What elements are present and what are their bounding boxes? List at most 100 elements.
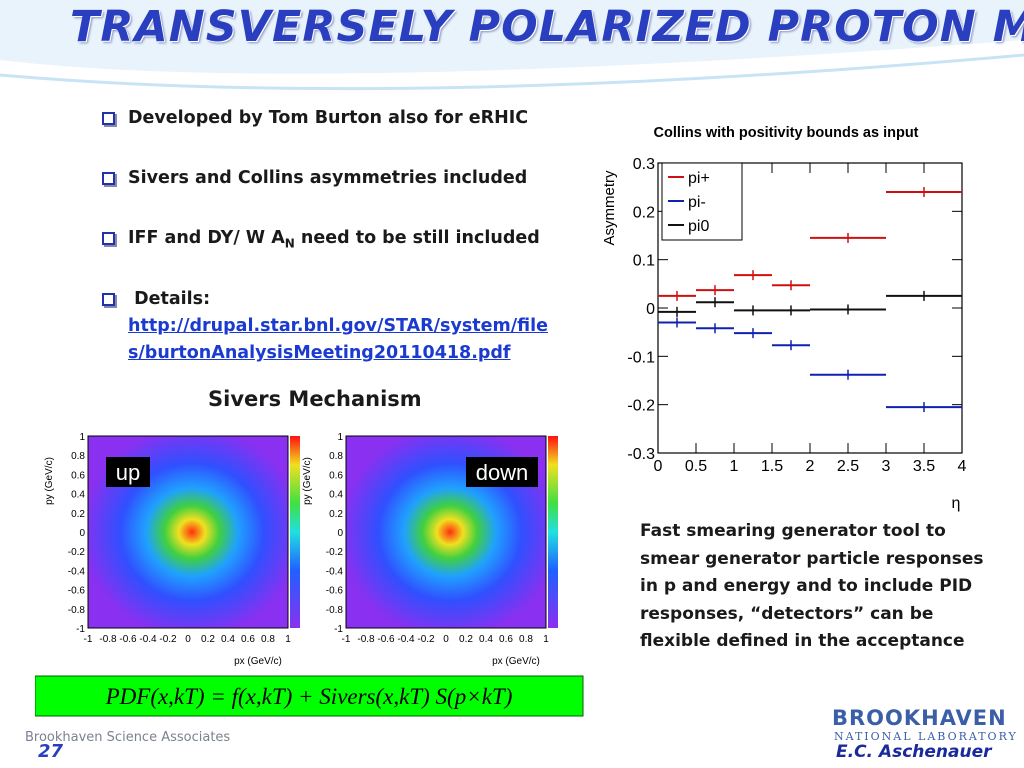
page-number: 27: [38, 741, 64, 762]
x-tick-label: -0.8: [99, 634, 117, 645]
y-tick-label: 0.6: [329, 470, 343, 481]
x-axis-label: η: [952, 495, 961, 512]
x-tick-label: -0.2: [417, 634, 435, 645]
logo-subtext: NATIONAL LABORATORY: [834, 730, 1018, 743]
x-tick-label: 2: [806, 458, 815, 475]
chart: Collins with positivity bounds as input …: [596, 125, 976, 515]
logo-text: BROOKHAVEN: [832, 706, 1007, 730]
bullet-text: IFF and DY/ W A: [128, 228, 285, 248]
color-bar: [548, 436, 558, 628]
y-tick-label: 0.2: [633, 204, 655, 221]
header-swoosh: [0, 0, 1024, 91]
bullet-text: Details:: [134, 289, 211, 309]
panel-label-box: [466, 457, 538, 487]
x-tick-label: -0.8: [357, 634, 375, 645]
y-tick-label: 0.6: [71, 470, 85, 481]
y-tick-label: -0.3: [627, 446, 655, 463]
y-tick-label: 0.4: [71, 490, 85, 501]
y-tick-label: -0.6: [68, 586, 86, 597]
panel-label: up: [116, 460, 140, 485]
bullet-text: Developed by Tom Burton also for eRHIC: [128, 108, 529, 128]
y-tick-label: -0.8: [68, 605, 86, 616]
x-tick-label: 0.8: [261, 634, 275, 645]
x-tick-label: -0.6: [119, 634, 137, 645]
figure-title: Sivers Mechanism: [208, 387, 422, 411]
y-tick-label: -0.2: [627, 398, 655, 415]
x-tick-label: 0.4: [479, 634, 493, 645]
slide-title: TRANSVERSELY POLARIZED PROTON MC: [70, 2, 1024, 52]
formula: PDF(x,kT) = f(x,kT) + Sivers(x,kT) S(p×k…: [105, 684, 513, 709]
x-tick-label: -1: [84, 634, 93, 645]
x-tick-label: 0.4: [221, 634, 235, 645]
bullet: Sivers and Collins asymmetries included: [100, 165, 568, 192]
x-tick-label: 2.5: [837, 458, 859, 475]
x-tick-label: 0.6: [499, 634, 513, 645]
x-tick-label: 0.2: [201, 634, 215, 645]
y-tick-label: -0.2: [68, 547, 86, 558]
bullet: Developed by Tom Burton also for eRHIC: [100, 105, 568, 132]
x-tick-label: -0.4: [397, 634, 415, 645]
x-axis-label: px (GeV/c): [234, 656, 282, 667]
legend-label: pi0: [688, 218, 709, 235]
x-tick-label: 0: [443, 634, 449, 645]
y-tick-label: 0.4: [329, 490, 343, 501]
y-tick-label: -0.8: [326, 605, 344, 616]
bullet-text: Sivers and Collins asymmetries included: [128, 168, 528, 188]
sivers-figure: PDF(x,kT) = f(x,kT) + Sivers(x,kT) S(p×k…: [35, 424, 585, 717]
y-tick-label: -0.1: [627, 349, 655, 366]
y-tick-label: 0.8: [329, 451, 343, 462]
x-axis-label: px (GeV/c): [492, 656, 540, 667]
x-tick-label: 1: [285, 634, 291, 645]
panel-label-box: [106, 457, 150, 487]
bullet: IFF and DY/ W AN need to be still includ…: [100, 225, 568, 258]
x-tick-label: -0.2: [159, 634, 177, 645]
panel-label: down: [476, 460, 529, 485]
y-tick-label: 0: [646, 301, 655, 318]
y-tick-label: -0.2: [326, 547, 344, 558]
y-tick-label: 1: [337, 432, 343, 443]
formula-box: [35, 675, 584, 717]
y-tick-label: -0.6: [326, 586, 344, 597]
y-axis-label: py (GeV/c): [44, 457, 55, 505]
y-tick-label: -0.4: [326, 566, 344, 577]
y-tick-label: 0.3: [633, 156, 655, 173]
y-tick-label: 0.8: [71, 451, 85, 462]
x-tick-label: 0: [185, 634, 191, 645]
x-tick-label: 0.6: [241, 634, 255, 645]
chart-title: Collins with positivity bounds as input: [653, 125, 918, 141]
y-tick-label: -1: [334, 624, 343, 635]
bullet: Details: http://drupal.star.bnl.gov/STAR/…: [100, 286, 548, 367]
y-axis-label: Asymmetry: [601, 170, 618, 246]
x-tick-label: 0: [654, 458, 663, 475]
x-tick-label: -0.6: [377, 634, 395, 645]
organization: Brookhaven Science Associates: [25, 730, 231, 745]
x-tick-label: 3: [882, 458, 891, 475]
x-tick-label: 0.8: [519, 634, 533, 645]
legend-label: pi+: [688, 170, 710, 187]
subscript: N: [284, 236, 295, 251]
y-tick-label: 0.2: [329, 509, 343, 520]
x-tick-label: 1.5: [761, 458, 783, 475]
legend-label: pi-: [688, 194, 706, 211]
x-tick-label: 3.5: [913, 458, 935, 475]
y-tick-label: -0.4: [68, 566, 86, 577]
y-tick-label: 0.1: [633, 253, 655, 270]
author: E.C. Aschenauer: [836, 742, 992, 762]
link[interactable]: http://drupal.star.bnl.gov/STAR/system/f…: [128, 316, 548, 363]
x-tick-label: 1: [730, 458, 739, 475]
y-tick-label: 0.2: [71, 509, 85, 520]
description: Fast smearing generator tool to smear ge…: [640, 521, 984, 651]
y-tick-label: 1: [79, 432, 85, 443]
x-tick-label: 0.5: [685, 458, 707, 475]
x-tick-label: 0.2: [459, 634, 473, 645]
x-tick-label: 1: [543, 634, 549, 645]
y-tick-label: -1: [76, 624, 85, 635]
y-tick-label: 0: [337, 528, 343, 539]
x-tick-label: -1: [342, 634, 351, 645]
x-tick-label: -0.4: [139, 634, 157, 645]
x-tick-label: 4: [958, 458, 967, 475]
color-bar: [290, 436, 300, 628]
y-tick-label: 0: [79, 528, 85, 539]
bullet-text: need to be still included: [294, 228, 540, 248]
